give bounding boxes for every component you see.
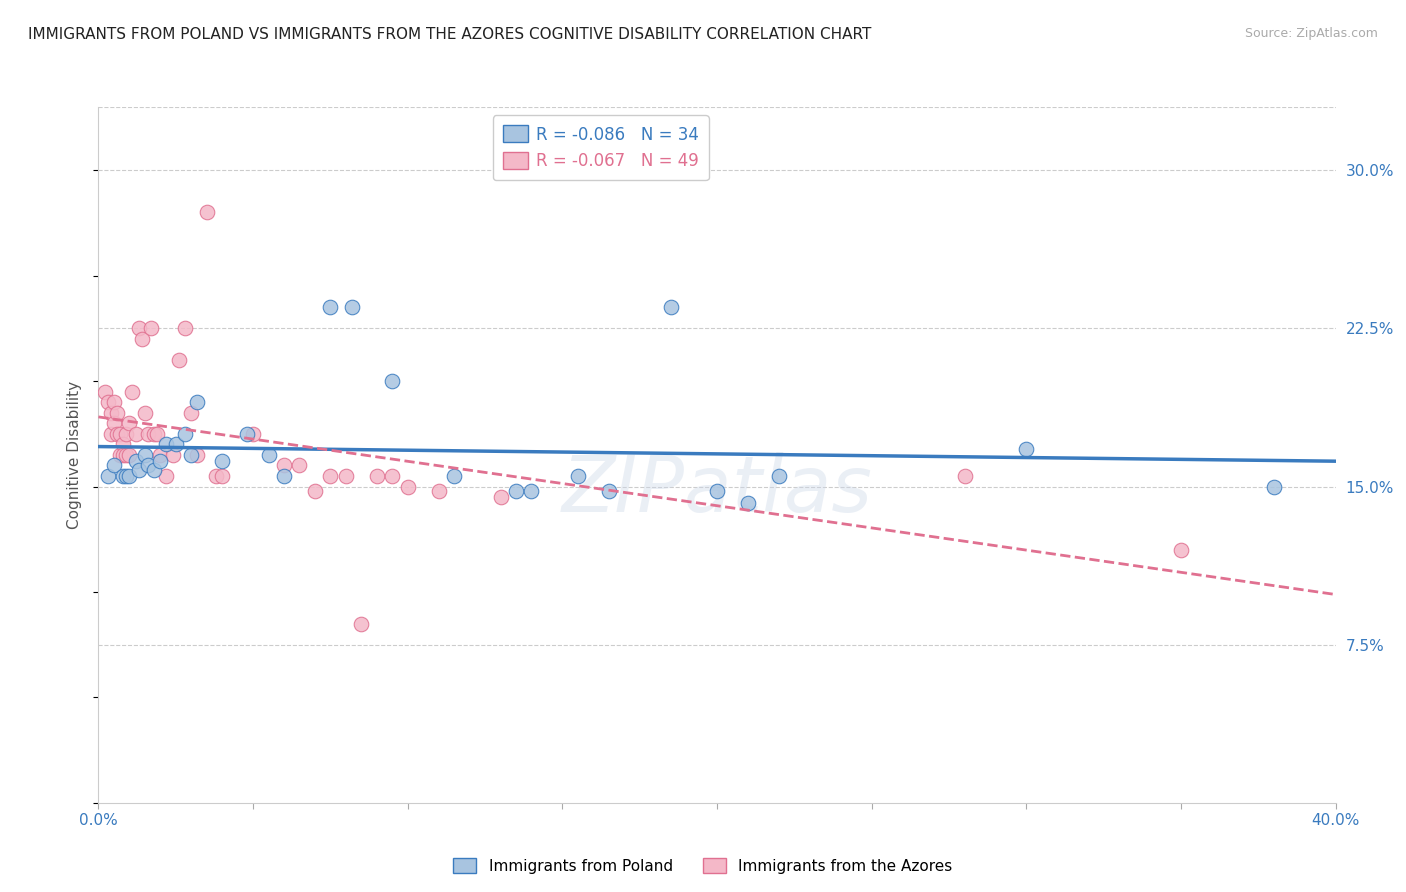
Point xyxy=(97,395,120,409)
Legend: R = -0.086   N = 34, R = -0.067   N = 49: R = -0.086 N = 34, R = -0.067 N = 49 xyxy=(492,115,709,180)
Point xyxy=(427,483,450,498)
Point xyxy=(242,426,264,441)
Point xyxy=(489,490,512,504)
Point xyxy=(115,469,138,483)
Point xyxy=(520,483,543,498)
Point xyxy=(124,426,146,441)
Point xyxy=(598,483,620,498)
Point xyxy=(381,469,404,483)
Point xyxy=(136,426,159,441)
Point xyxy=(155,469,177,483)
Point xyxy=(97,469,120,483)
Point xyxy=(143,463,166,477)
Point xyxy=(288,458,311,473)
Point xyxy=(257,448,280,462)
Point xyxy=(567,469,589,483)
Point xyxy=(162,448,184,462)
Point xyxy=(93,384,115,399)
Point xyxy=(118,469,141,483)
Point xyxy=(128,463,150,477)
Point xyxy=(108,448,131,462)
Point xyxy=(121,384,143,399)
Point xyxy=(205,469,228,483)
Point xyxy=(134,406,156,420)
Point xyxy=(134,448,156,462)
Point xyxy=(211,469,233,483)
Point xyxy=(103,395,125,409)
Point xyxy=(304,483,326,498)
Point xyxy=(737,496,759,510)
Point xyxy=(366,469,388,483)
Point xyxy=(319,301,342,315)
Point xyxy=(706,483,728,498)
Point xyxy=(505,483,527,498)
Point xyxy=(350,616,373,631)
Point xyxy=(139,321,162,335)
Point xyxy=(236,426,259,441)
Point xyxy=(143,426,166,441)
Legend: Immigrants from Poland, Immigrants from the Azores: Immigrants from Poland, Immigrants from … xyxy=(447,852,959,880)
Point xyxy=(195,205,218,219)
Text: IMMIGRANTS FROM POLAND VS IMMIGRANTS FROM THE AZORES COGNITIVE DISABILITY CORREL: IMMIGRANTS FROM POLAND VS IMMIGRANTS FRO… xyxy=(28,27,872,42)
Point xyxy=(340,301,363,315)
Point xyxy=(180,448,202,462)
Point xyxy=(167,353,190,368)
Point xyxy=(1263,479,1285,493)
Point xyxy=(112,448,135,462)
Point xyxy=(128,321,150,335)
Point xyxy=(118,448,141,462)
Point xyxy=(180,406,202,420)
Point xyxy=(112,469,135,483)
Point xyxy=(105,406,128,420)
Point xyxy=(118,417,141,431)
Point xyxy=(165,437,187,451)
Point xyxy=(659,301,682,315)
Text: Source: ZipAtlas.com: Source: ZipAtlas.com xyxy=(1244,27,1378,40)
Point xyxy=(953,469,976,483)
Point xyxy=(105,426,128,441)
Point xyxy=(115,426,138,441)
Y-axis label: Cognitive Disability: Cognitive Disability xyxy=(67,381,83,529)
Point xyxy=(100,406,122,420)
Point xyxy=(443,469,465,483)
Point xyxy=(124,454,146,468)
Point xyxy=(1015,442,1038,456)
Point xyxy=(100,426,122,441)
Point xyxy=(186,395,208,409)
Point xyxy=(136,458,159,473)
Point xyxy=(174,426,197,441)
Point xyxy=(112,437,135,451)
Point xyxy=(149,448,172,462)
Point xyxy=(103,458,125,473)
Point xyxy=(273,469,295,483)
Point xyxy=(319,469,342,483)
Point xyxy=(155,437,177,451)
Point xyxy=(103,417,125,431)
Point xyxy=(115,448,138,462)
Point xyxy=(211,454,233,468)
Text: ZIPatlas: ZIPatlas xyxy=(561,451,873,528)
Point xyxy=(1170,542,1192,557)
Point xyxy=(174,321,197,335)
Point xyxy=(396,479,419,493)
Point xyxy=(108,426,131,441)
Point xyxy=(768,469,790,483)
Point xyxy=(149,454,172,468)
Point xyxy=(131,332,153,346)
Point xyxy=(273,458,295,473)
Point xyxy=(381,374,404,388)
Point xyxy=(335,469,357,483)
Point xyxy=(186,448,208,462)
Point xyxy=(146,426,169,441)
